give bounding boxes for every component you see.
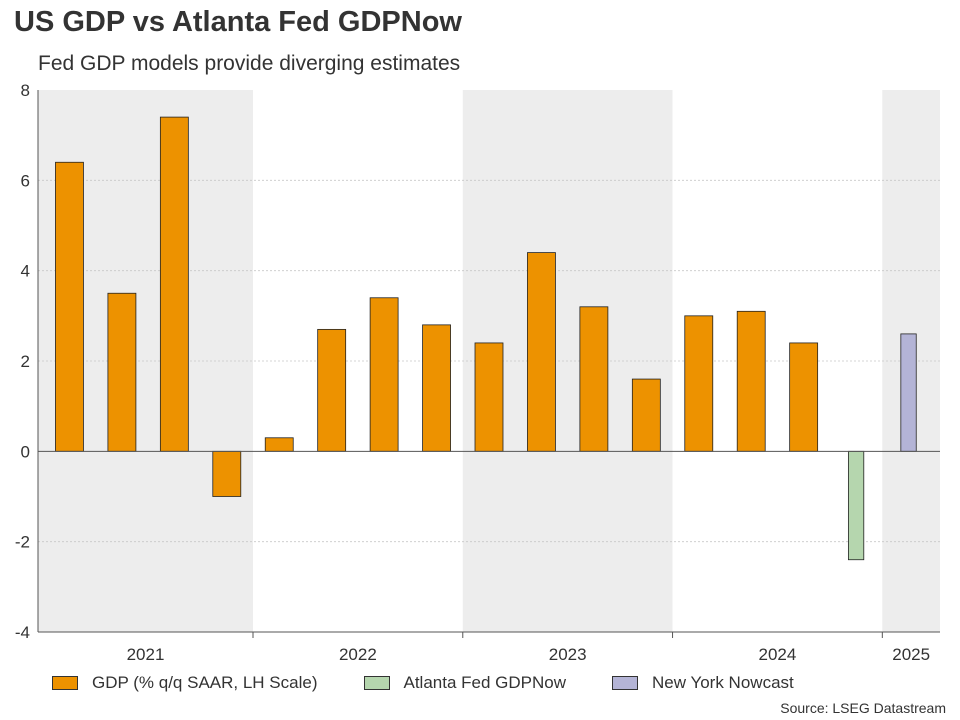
x-tick-label-2024: 2024 <box>759 645 797 664</box>
bar-gdp-2023Q3 <box>579 306 609 452</box>
y-tick-label: 8 <box>21 81 30 100</box>
chart-legend: GDP (% q/q SAAR, LH Scale) Atlanta Fed G… <box>52 672 840 694</box>
x-tick-label-2022: 2022 <box>339 645 377 664</box>
legend-swatch-atlanta-fed <box>363 676 390 690</box>
bar-gdp-2024Q2 <box>736 310 766 452</box>
bar-ny-nowcast-2025Q1 <box>900 333 917 452</box>
legend-label-gdp: GDP (% q/q SAAR, LH Scale) <box>92 673 318 692</box>
legend-item-atlanta-fed: Atlanta Fed GDPNow <box>363 673 567 693</box>
legend-label-atlanta-fed: Atlanta Fed GDPNow <box>403 673 567 692</box>
legend-swatch-ny-nowcast <box>612 676 639 690</box>
bar-gdp-2023Q1 <box>474 342 504 452</box>
legend-item-gdp: GDP (% q/q SAAR, LH Scale) <box>52 673 318 693</box>
x-tick-label-2023: 2023 <box>549 645 587 664</box>
y-tick-label: -4 <box>15 623 30 642</box>
legend-label-ny-nowcast: New York Nowcast <box>652 673 794 692</box>
y-tick-label: -2 <box>15 533 30 552</box>
y-tick-label: 0 <box>21 442 30 461</box>
x-tick-label-2021: 2021 <box>127 645 165 664</box>
source-note: Source: LSEG Datastream <box>780 700 946 716</box>
bar-gdp-2024Q1 <box>684 315 714 452</box>
bar-gdp-2022Q1 <box>264 437 294 452</box>
y-tick-label: 6 <box>21 171 30 190</box>
bar-gdp-2022Q4 <box>422 324 451 452</box>
x-tick-label-2025: 2025 <box>892 645 930 664</box>
chart-title: US GDP vs Atlanta Fed GDPNow <box>14 6 462 38</box>
bar-gdp-2021Q4 <box>212 450 242 497</box>
bar-gdp-2021Q3 <box>159 116 189 452</box>
legend-swatch-gdp <box>52 676 78 690</box>
bar-gdp-2022Q2 <box>317 328 347 452</box>
bar-gdp-2021Q2 <box>107 292 137 452</box>
y-tick-label: 2 <box>21 352 30 371</box>
chart-subtitle: Fed GDP models provide diverging estimat… <box>38 52 461 75</box>
bar-gdp-2021Q1 <box>55 161 84 452</box>
bar-atlanta-fed-2024Q4 <box>847 450 865 561</box>
bar-gdp-2022Q3 <box>369 297 399 452</box>
bar-gdp-2024Q3 <box>789 342 819 452</box>
bar-gdp-2023Q2 <box>527 252 556 452</box>
legend-item-ny-nowcast: New York Nowcast <box>612 673 794 693</box>
y-tick-label: 4 <box>21 262 30 281</box>
bar-gdp-2023Q4 <box>631 378 661 452</box>
